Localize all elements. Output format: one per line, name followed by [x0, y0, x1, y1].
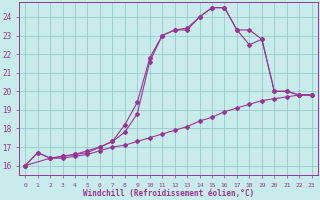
X-axis label: Windchill (Refroidissement éolien,°C): Windchill (Refroidissement éolien,°C)	[83, 189, 254, 198]
